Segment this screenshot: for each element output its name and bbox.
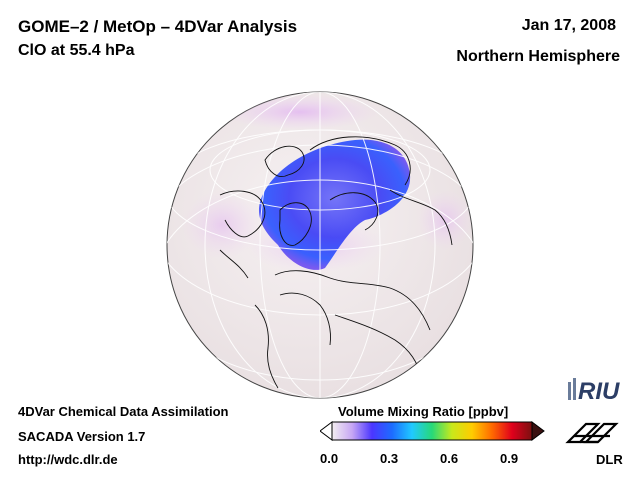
riu-logo-text: RIU	[578, 378, 620, 404]
colorbar-min-arrow	[320, 421, 333, 441]
footer-line-1: 4DVar Chemical Data Assimilation	[18, 404, 229, 419]
colorbar-label: Volume Mixing Ratio [ppbv]	[338, 404, 509, 419]
colorbar-tick-1: 0.3	[380, 451, 399, 466]
colorbar-max-arrow	[531, 421, 545, 441]
map-date: Jan 17, 2008	[521, 17, 616, 34]
dlr-logo-text: DLR	[596, 452, 623, 467]
dlr-logo: DLR	[565, 422, 623, 467]
riu-logo: RIU	[568, 378, 620, 404]
dlr-wings-icon	[565, 422, 619, 444]
map-title: GOME–2 / MetOp – 4DVar Analysis	[18, 17, 298, 36]
colorbar-tick-2: 0.6	[440, 451, 459, 466]
graticule	[167, 92, 473, 398]
footer-line-3: http://wdc.dlr.de	[18, 452, 118, 467]
colorbar-tick-3: 0.9	[500, 451, 519, 466]
coastlines	[219, 136, 453, 389]
colorbar	[320, 421, 545, 441]
clo-vortex	[258, 139, 411, 270]
colorbar-gradient	[331, 421, 533, 441]
clo-haze-right	[417, 190, 473, 250]
colorbar-tick-0: 0.0	[320, 451, 339, 466]
riu-mark-icon	[568, 378, 576, 400]
map-subtitle: ClO at 55.4 hPa	[18, 42, 135, 59]
footer-line-2: SACADA Version 1.7	[18, 429, 146, 444]
globe-map	[166, 91, 474, 399]
map-region: Northern Hemisphere	[456, 48, 620, 65]
